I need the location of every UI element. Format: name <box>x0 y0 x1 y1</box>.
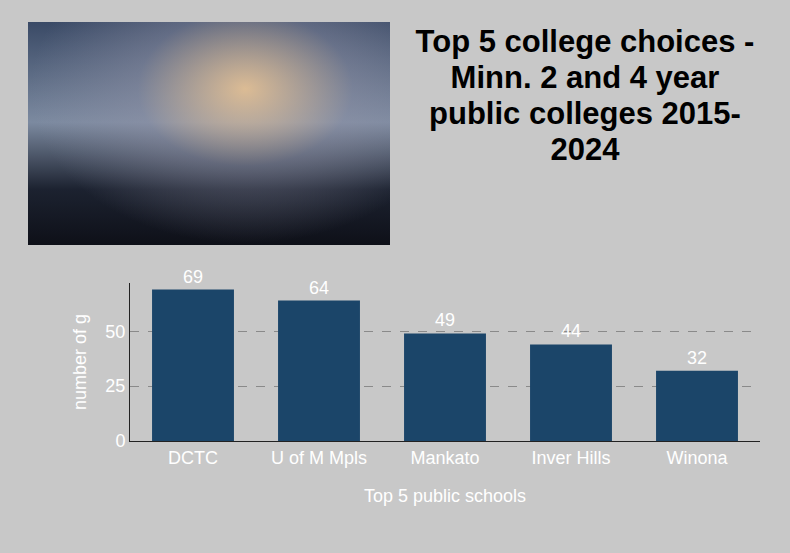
svg-text:25: 25 <box>105 376 125 396</box>
svg-text:U of M Mpls: U of M Mpls <box>271 448 367 468</box>
svg-text:0: 0 <box>115 431 125 451</box>
svg-text:Winona: Winona <box>666 448 728 468</box>
svg-text:Top 5 public schools: Top 5 public schools <box>364 486 526 506</box>
svg-text:Inver Hills: Inver Hills <box>531 448 610 468</box>
svg-text:number of g: number of g <box>70 314 90 410</box>
svg-text:DCTC: DCTC <box>168 448 218 468</box>
html-text:Top 5 college choices - Minn.: Top 5 college choices - Minn. 2 and 4 ye… <box>415 24 755 167</box>
svg-text:50: 50 <box>105 322 125 342</box>
svg-text:44: 44 <box>561 321 581 341</box>
svg-text:69: 69 <box>183 267 203 287</box>
svg-text:Mankato: Mankato <box>410 448 479 468</box>
svg-text:49: 49 <box>435 310 455 330</box>
svg-text:32: 32 <box>687 348 707 368</box>
svg-text:64: 64 <box>309 278 329 298</box>
